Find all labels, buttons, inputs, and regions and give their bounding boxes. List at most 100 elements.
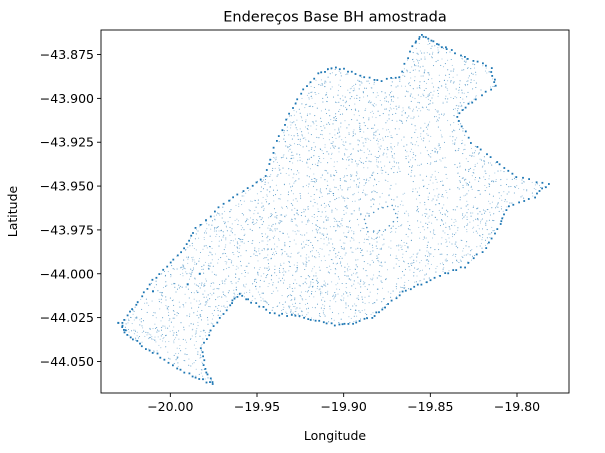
scatter-point: [406, 71, 408, 73]
scatter-point: [462, 149, 465, 151]
scatter-point: [451, 140, 454, 142]
scatter-point: [426, 109, 428, 111]
scatter-point: [484, 190, 486, 192]
scatter-point: [426, 213, 428, 215]
scatter-point: [360, 230, 362, 232]
scatter-point: [372, 250, 374, 252]
scatter-point: [499, 197, 501, 199]
scatter-point: [483, 163, 486, 165]
scatter-point: [325, 285, 327, 287]
scatter-point: [312, 285, 314, 287]
scatter-point: [186, 353, 189, 356]
scatter-point: [515, 178, 517, 180]
scatter-point: [183, 259, 185, 261]
scatter-point: [195, 233, 197, 235]
scatter-point: [433, 189, 435, 191]
scatter-point: [384, 261, 386, 263]
scatter-point: [454, 149, 456, 151]
scatter-point: [461, 69, 463, 71]
scatter-point: [252, 295, 254, 297]
scatter-point: [195, 347, 197, 350]
scatter-point: [338, 221, 340, 223]
scatter-point: [174, 313, 176, 315]
scatter-point: [492, 219, 494, 221]
scatter-point: [305, 139, 307, 141]
scatter-point: [389, 131, 391, 133]
scatter-point: [363, 131, 365, 133]
scatter-point: [347, 226, 349, 228]
scatter-point: [289, 121, 291, 123]
scatter-point: [343, 248, 345, 250]
scatter-point: [355, 184, 358, 186]
scatter-point: [274, 243, 276, 245]
scatter-point: [424, 237, 426, 239]
scatter-point: [442, 230, 444, 232]
scatter-point: [408, 115, 410, 117]
scatter-point: [441, 58, 443, 60]
scatter-point: [309, 105, 311, 107]
scatter-point: [430, 91, 432, 93]
scatter-point: [314, 236, 316, 238]
scatter-point: [311, 178, 313, 180]
scatter-point: [350, 154, 352, 156]
scatter-point: [314, 307, 316, 309]
scatter-point: [281, 207, 284, 209]
scatter-point: [399, 291, 401, 293]
scatter-point: [166, 308, 168, 310]
scatter-point: [338, 221, 340, 223]
scatter-point: [473, 155, 475, 157]
scatter-point: [298, 178, 300, 180]
scatter-point: [479, 193, 481, 195]
scatter-point: [304, 303, 307, 305]
scatter-point: [414, 76, 416, 78]
scatter-point: [334, 273, 336, 275]
scatter-point: [417, 164, 419, 166]
scatter-point: [410, 263, 412, 265]
scatter-point: [427, 255, 429, 257]
scatter-point: [222, 291, 224, 293]
scatter-point: [170, 274, 172, 276]
scatter-point: [468, 168, 470, 170]
scatter-point: [284, 251, 286, 253]
scatter-point: [438, 203, 441, 205]
scatter-point: [338, 251, 340, 253]
scatter-point: [295, 233, 297, 235]
scatter-point: [485, 67, 487, 69]
scatter-point: [465, 61, 467, 63]
scatter-point: [372, 92, 374, 94]
scatter-point: [393, 160, 395, 162]
scatter-point: [325, 236, 327, 238]
scatter-point: [317, 251, 319, 253]
scatter-point: [334, 297, 336, 299]
scatter-point: [495, 207, 497, 209]
scatter-point: [497, 170, 499, 172]
scatter-point: [367, 263, 369, 265]
scatter-point: [410, 240, 412, 242]
scatter-point: [182, 275, 184, 277]
scatter-point: [364, 87, 366, 89]
scatter-point: [335, 263, 337, 265]
scatter-point: [320, 260, 322, 262]
scatter-point: [380, 145, 382, 147]
scatter-point: [318, 155, 320, 158]
scatter-point: [310, 195, 312, 197]
scatter-point: [439, 253, 441, 255]
scatter-point: [387, 135, 389, 138]
scatter-point: [414, 281, 416, 283]
scatter-point: [504, 199, 506, 201]
scatter-point: [258, 248, 260, 250]
scatter-point: [356, 171, 358, 173]
scatter-point: [426, 259, 429, 261]
scatter-point: [280, 194, 282, 196]
scatter-point: [381, 281, 383, 283]
scatter-point: [344, 148, 346, 150]
scatter-point: [277, 305, 279, 307]
scatter-point: [266, 267, 268, 269]
scatter-point: [358, 80, 361, 82]
scatter-point: [206, 228, 208, 230]
scatter-point: [355, 259, 357, 261]
scatter-point: [385, 108, 387, 110]
scatter-point: [296, 200, 298, 202]
scatter-point: [368, 284, 370, 286]
scatter-point: [338, 110, 340, 112]
